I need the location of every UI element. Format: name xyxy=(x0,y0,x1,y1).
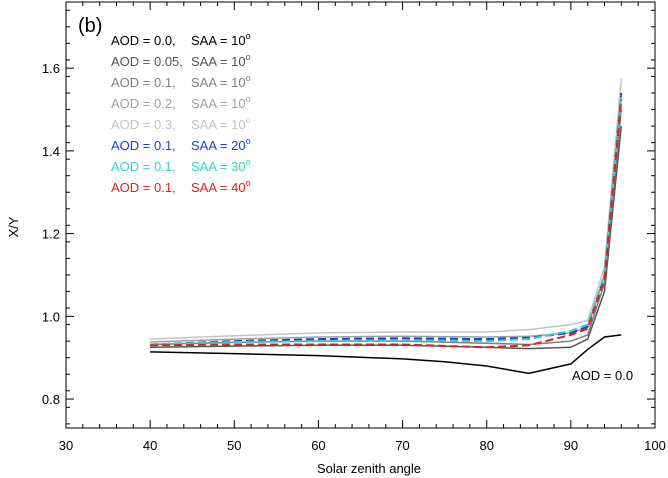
legend-entry: AOD = 0.1, SAA = 20o xyxy=(111,136,251,153)
plot-frame xyxy=(65,1,656,429)
degree-mark: o xyxy=(246,73,251,83)
y-tick-label: 0.8 xyxy=(42,392,60,407)
x-axis-label: Solar zenith angle xyxy=(317,461,421,476)
panel-label: (b) xyxy=(78,15,102,37)
series-line-8 xyxy=(150,99,623,349)
annotation-aod-zero: AOD = 0.0 xyxy=(572,368,633,383)
legend-entry: AOD = 0.1, SAA = 10o xyxy=(111,73,251,90)
legend-saa: SAA = 10 xyxy=(191,117,246,132)
y-tick-label: 1.0 xyxy=(42,309,60,324)
legend-saa: SAA = 10 xyxy=(191,54,246,69)
series-line-2 xyxy=(150,126,623,350)
legend-entry: AOD = 0.1, SAA = 30o xyxy=(111,157,251,174)
legend-aod: AOD = 0.1, xyxy=(111,138,176,153)
legend-aod: AOD = 0.1, xyxy=(111,180,176,195)
series-line-6 xyxy=(150,92,623,346)
legend-entry: AOD = 0.2, SAA = 10o xyxy=(111,94,251,111)
y-tick-label: 1.6 xyxy=(42,61,60,76)
legend-saa: SAA = 10 xyxy=(191,96,246,111)
legend-saa: SAA = 10 xyxy=(191,75,246,90)
legend-entry: AOD = 0.05, SAA = 10o xyxy=(111,52,251,69)
axis-ticks: 30 40 50 60 70 80 90 100 0.8 1.0 1.2 1.4 1.6 xyxy=(42,2,666,453)
legend-entry: AOD = 0.3, SAA = 10o xyxy=(111,115,251,132)
series-line-7 xyxy=(150,95,623,346)
x-tick-label: 90 xyxy=(564,438,578,453)
degree-mark: o xyxy=(246,31,251,41)
x-tick-label: 40 xyxy=(143,438,157,453)
degree-mark: o xyxy=(246,52,251,62)
legend-saa: SAA = 40 xyxy=(191,180,246,195)
degree-mark: o xyxy=(246,94,251,104)
x-tick-label: 70 xyxy=(395,438,409,453)
legend-aod: AOD = 0.1, xyxy=(111,75,176,90)
legend-aod: AOD = 0.2, xyxy=(111,96,176,111)
y-tick-label: 1.4 xyxy=(42,144,60,159)
x-tick-label: 100 xyxy=(644,438,666,453)
legend-saa: SAA = 20 xyxy=(191,138,246,153)
plot-lines xyxy=(150,78,623,375)
legend-entry: AOD = 0.1, SAA = 40o xyxy=(111,178,251,195)
legend-aod: AOD = 0.0, xyxy=(111,33,176,48)
legend-aod: AOD = 0.3, xyxy=(111,117,176,132)
x-tick-label: 30 xyxy=(59,438,73,453)
legend-aod: AOD = 0.1, xyxy=(111,159,176,174)
degree-mark: o xyxy=(246,115,251,125)
legend-aod: AOD = 0.05, xyxy=(111,54,183,69)
legend-saa: SAA = 10 xyxy=(191,33,246,48)
series-line-5 xyxy=(150,78,623,340)
x-tick-label: 60 xyxy=(311,438,325,453)
y-axis-label: X/Y xyxy=(6,216,21,237)
degree-mark: o xyxy=(246,178,251,188)
degree-mark: o xyxy=(246,136,251,146)
y-tick-label: 1.2 xyxy=(42,227,60,242)
legend-entry: AOD = 0.0, SAA = 10o xyxy=(111,31,251,48)
x-tick-label: 80 xyxy=(479,438,493,453)
series-line-1 xyxy=(150,334,622,375)
legend-saa: SAA = 30 xyxy=(191,159,246,174)
x-tick-label: 50 xyxy=(227,438,241,453)
degree-mark: o xyxy=(246,157,251,167)
